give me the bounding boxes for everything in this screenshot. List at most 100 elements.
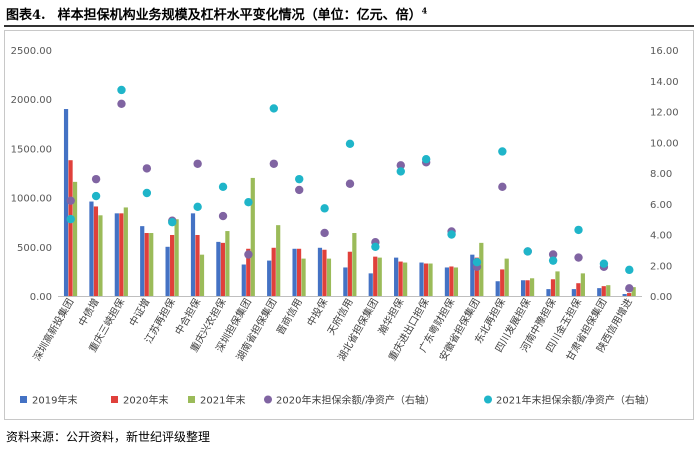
bar-2019年末-四川金玉担保 bbox=[571, 289, 576, 296]
bar-2019年末-湖南省担保集团 bbox=[267, 260, 272, 296]
bar-2021年末-深圳担保集团 bbox=[250, 177, 255, 296]
bar-2021年末-瀚华担保 bbox=[403, 262, 408, 296]
legend-label: 2019年末 bbox=[32, 394, 77, 407]
right-tick-label: 2.00 bbox=[650, 261, 672, 272]
point-2021年末担保余额/净资产（右轴）-安徽省担保集团 bbox=[472, 257, 482, 267]
point-2020年末担保余额/净资产（右轴）-重庆三峡担保 bbox=[117, 99, 126, 109]
bar-2020年末-中债增 bbox=[93, 206, 99, 296]
point-2020年末担保余额/净资产（右轴）-中证增 bbox=[142, 164, 152, 173]
point-2021年末担保余额/净资产（右轴）-重庆兴农担保 bbox=[218, 182, 228, 192]
bar-2020年末-甘肃省担保集团 bbox=[601, 286, 606, 296]
right-tick-label: 14.00 bbox=[650, 77, 679, 88]
bar-2021年末-四川金玉担保 bbox=[580, 273, 585, 296]
point-2020年末担保余额/净资产（右轴）-陕西信用增进 bbox=[625, 284, 634, 293]
point-2020年末担保余额/净资产（右轴）-中债增 bbox=[91, 174, 101, 184]
bar-2019年末-广东粤财担保 bbox=[444, 267, 450, 296]
bar-2020年末-深圳高新投集团 bbox=[68, 160, 73, 296]
source-note: 资料来源：公开资料，新世纪评级整理 bbox=[6, 430, 211, 444]
point-2021年末担保余额/净资产（右轴）-重庆三峡担保 bbox=[117, 85, 126, 95]
bar-2019年末-中证增 bbox=[140, 226, 145, 296]
bar-2020年末-中合担保 bbox=[195, 234, 200, 296]
bar-2019年末-安徽省担保集团 bbox=[470, 254, 475, 296]
bar-2020年末-东北再担保 bbox=[500, 269, 505, 296]
point-2020年末担保余额/净资产（右轴）-湖南省担保集团 bbox=[269, 159, 279, 168]
category-label: 中债增 bbox=[75, 296, 101, 328]
left-tick-label: 1000.00 bbox=[11, 194, 52, 205]
figure-label: 图表4. bbox=[6, 8, 46, 23]
figure-title: 图表4. 样本担保机构业务规模及杠杆水平变化情况（单位：亿元、倍）4 bbox=[6, 4, 427, 23]
bar-2021年末-江苏再担保 bbox=[174, 219, 179, 296]
bar-2021年末-中投保 bbox=[326, 258, 332, 296]
left-tick-label: 500.00 bbox=[17, 243, 52, 254]
bar-2021年末-天府信用 bbox=[352, 233, 357, 296]
bar-2019年末-东北再担保 bbox=[495, 281, 500, 296]
bar-2020年末-重庆进出口担保 bbox=[423, 263, 429, 296]
bar-2020年末-湖北省担保集团 bbox=[373, 256, 378, 296]
bar-2019年末-瀚华担保 bbox=[394, 257, 399, 296]
bar-2020年末-江苏再担保 bbox=[170, 234, 175, 296]
bar-2021年末-安徽省担保集团 bbox=[479, 242, 484, 296]
bar-2019年末-中合担保 bbox=[190, 213, 196, 296]
left-tick-label: 2000.00 bbox=[11, 95, 52, 106]
bar-2020年末-广东粤财担保 bbox=[449, 266, 454, 296]
bar-2020年末-湖南省担保集团 bbox=[271, 247, 276, 296]
bar-2021年末-重庆进出口担保 bbox=[428, 263, 433, 296]
title-rule bbox=[4, 25, 694, 27]
bar-2020年末-瀚华担保 bbox=[398, 261, 403, 296]
bar-2019年末-湖北省担保集团 bbox=[368, 273, 373, 296]
bar-2019年末-河南中豫担保 bbox=[546, 289, 551, 296]
point-2021年末担保余额/净资产（右轴）-天府信用 bbox=[345, 139, 355, 148]
point-2021年末担保余额/净资产（右轴）-湖南省担保集团 bbox=[269, 104, 279, 113]
category-label: 中投保 bbox=[304, 296, 330, 328]
bar-2021年末-四川发展担保 bbox=[529, 278, 535, 296]
bar-2021年末-中债增 bbox=[98, 215, 103, 296]
legend-swatch-2021年末担保余额/净资产（右轴） bbox=[484, 395, 492, 404]
point-2021年末担保余额/净资产（右轴）-中投保 bbox=[320, 204, 329, 213]
bar-2021年末-陕西信用增进 bbox=[631, 287, 636, 296]
legend-label: 2020年末 bbox=[123, 394, 168, 407]
bar-2021年末-广东粤财担保 bbox=[453, 267, 459, 296]
bar-2021年末-甘肃省担保集团 bbox=[606, 285, 611, 296]
bar-2019年末-四川发展担保 bbox=[520, 280, 526, 296]
bar-2019年末-晋商信用 bbox=[292, 248, 297, 296]
bar-2021年末-晋商信用 bbox=[301, 258, 306, 296]
point-2021年末担保余额/净资产（右轴）-湖北省担保集团 bbox=[371, 242, 380, 251]
bar-2019年末-重庆三峡担保 bbox=[114, 213, 119, 296]
point-2021年末担保余额/净资产（右轴）-江苏再担保 bbox=[168, 218, 177, 227]
bar-2020年末-河南中豫担保 bbox=[550, 279, 556, 296]
bar-2021年末-中证增 bbox=[149, 233, 154, 296]
right-tick-label: 6.00 bbox=[650, 200, 672, 211]
legend-label: 2020年末担保余额/净资产（右轴） bbox=[276, 394, 435, 407]
point-2021年末担保余额/净资产（右轴）-中债增 bbox=[91, 191, 101, 201]
point-2020年末担保余额/净资产（右轴）-中合担保 bbox=[193, 159, 202, 168]
legend-swatch-2019年末 bbox=[20, 396, 27, 403]
point-2020年末担保余额/净资产（右轴）-重庆兴农担保 bbox=[218, 211, 228, 221]
point-2020年末担保余额/净资产（右轴）-四川金玉担保 bbox=[574, 253, 583, 262]
bar-2019年末-江苏再担保 bbox=[165, 246, 170, 296]
bar-2019年末-中债增 bbox=[89, 201, 94, 296]
point-2021年末担保余额/净资产（右轴）-河南中豫担保 bbox=[548, 256, 558, 265]
right-tick-label: 0.00 bbox=[650, 292, 672, 303]
point-2021年末担保余额/净资产（右轴）-深圳担保集团 bbox=[244, 198, 253, 207]
bar-2019年末-陕西信用增进 bbox=[622, 294, 627, 296]
legend-label: 2021年末 bbox=[200, 394, 245, 407]
bar-2020年末-天府信用 bbox=[347, 251, 352, 296]
bar-2019年末-深圳高新投集团 bbox=[63, 109, 69, 296]
left-tick-label: 2500.00 bbox=[11, 46, 52, 57]
point-2021年末担保余额/净资产（右轴）-重庆进出口担保 bbox=[421, 154, 431, 164]
bar-2019年末-重庆进出口担保 bbox=[419, 262, 424, 296]
bar-2019年末-重庆兴农担保 bbox=[216, 241, 221, 296]
left-tick-label: 1500.00 bbox=[11, 144, 52, 155]
point-2021年末担保余额/净资产（右轴）-深圳高新投集团 bbox=[66, 214, 75, 224]
point-2020年末担保余额/净资产（右轴）-瀚华担保 bbox=[396, 161, 405, 170]
bar-2020年末-晋商信用 bbox=[296, 248, 302, 296]
bar-2021年末-河南中豫担保 bbox=[555, 271, 560, 296]
point-2020年末担保余额/净资产（右轴）-晋商信用 bbox=[295, 185, 304, 195]
point-2020年末担保余额/净资产（右轴）-中投保 bbox=[320, 228, 329, 238]
bar-2020年末-四川发展担保 bbox=[525, 280, 530, 296]
bar-2021年末-重庆兴农担保 bbox=[225, 231, 230, 296]
bar-2019年末-深圳担保集团 bbox=[241, 264, 246, 296]
right-tick-label: 8.00 bbox=[650, 169, 672, 180]
point-2021年末担保余额/净资产（右轴）-东北再担保 bbox=[498, 147, 507, 156]
